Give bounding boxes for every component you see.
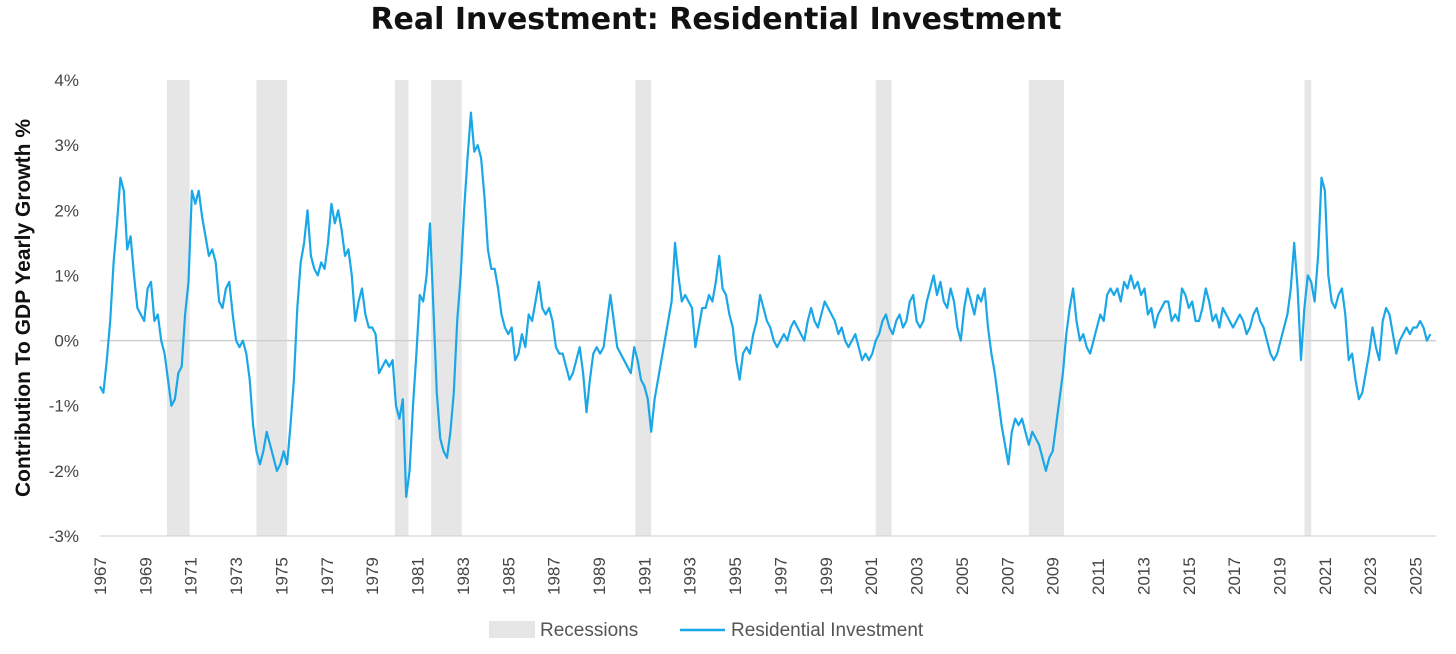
x-tick-label: 1997 [771,557,790,595]
x-tick-label: 1985 [499,557,518,595]
x-tick-label: 1971 [182,557,201,595]
chart-title: Real Investment: Residential Investment [370,2,1061,37]
legend: Recessions Residential Investment [489,620,924,641]
recession-band [256,80,288,536]
x-tick-label: 1981 [409,557,428,595]
x-tick-label: 1995 [726,557,745,595]
y-tick-label: -2% [49,462,79,481]
x-tick-label: 2013 [1134,557,1153,595]
x-tick-label: 2021 [1316,557,1335,595]
x-tick-label: 2017 [1225,557,1244,595]
x-tick-label: 1993 [681,557,700,595]
y-tick-label: 2% [54,201,79,220]
y-axis-ticks: -3% -2% -1% 0% 1% 2% 3% 4% [49,71,79,546]
residential-investment-line [99,111,1432,498]
x-tick-label: 1999 [817,557,836,595]
x-tick-label: 2001 [862,557,881,595]
y-tick-label: -3% [49,527,79,546]
y-tick-label: 4% [54,71,79,90]
x-axis-ticks: 1967 1969 1971 1973 1975 1977 1979 1981 1983 1985… [91,557,1426,595]
y-tick-label: 0% [54,332,79,351]
y-axis-label: Contribution To GDP Yearly Growth % [12,119,35,497]
x-tick-label: 1977 [318,557,337,595]
x-tick-label: 2011 [1089,558,1108,595]
recession-band [875,80,892,536]
recession-band [635,80,652,536]
recession-bands [166,80,1312,536]
x-tick-label: 2015 [1180,557,1199,595]
x-tick-label: 2025 [1407,557,1426,595]
x-tick-label: 1979 [363,557,382,595]
x-tick-label: 2005 [953,557,972,595]
y-tick-label: -1% [49,397,79,416]
x-tick-label: 1975 [272,557,291,595]
x-tick-label: 2007 [998,557,1017,595]
recession-band [394,80,409,536]
legend-swatch-recessions [489,621,535,638]
x-tick-label: 1983 [454,557,473,595]
x-tick-label: 2023 [1361,557,1380,595]
x-tick-label: 2019 [1270,557,1289,595]
x-tick-label: 1991 [635,557,654,595]
y-tick-label: 1% [54,266,79,285]
recession-band [1304,80,1312,536]
recession-band [431,80,462,536]
legend-label-residential-investment: Residential Investment [731,620,924,641]
x-tick-label: 1967 [91,557,110,595]
x-tick-label: 1969 [136,557,155,595]
x-tick-label: 2003 [908,557,927,595]
recession-band [166,80,190,536]
recession-band [1028,80,1065,536]
y-tick-label: 3% [54,136,79,155]
x-tick-label: 1973 [227,557,246,595]
legend-label-recessions: Recessions [540,620,638,641]
x-tick-label: 1987 [545,557,564,595]
x-tick-label: 1989 [590,557,609,595]
x-tick-label: 2009 [1044,557,1063,595]
